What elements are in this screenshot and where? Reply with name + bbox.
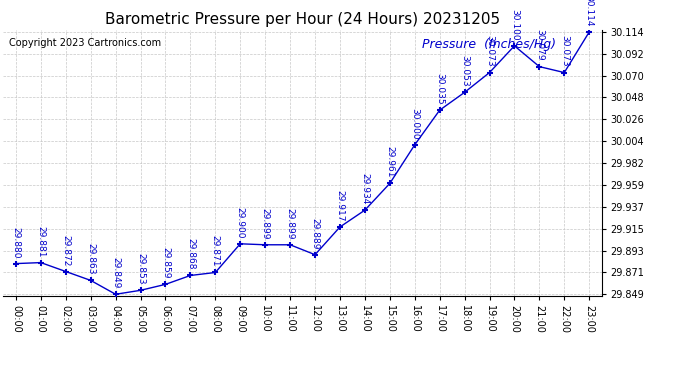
- Text: 29.934: 29.934: [360, 173, 369, 205]
- Text: 29.871: 29.871: [211, 236, 220, 267]
- Text: 30.079: 30.079: [535, 30, 544, 61]
- Text: 29.900: 29.900: [236, 207, 245, 238]
- Text: 29.863: 29.863: [86, 243, 95, 275]
- Text: 30.100: 30.100: [510, 9, 519, 40]
- Text: 29.899: 29.899: [286, 208, 295, 239]
- Text: Copyright 2023 Cartronics.com: Copyright 2023 Cartronics.com: [10, 38, 161, 48]
- Text: 29.880: 29.880: [12, 226, 21, 258]
- Text: 29.849: 29.849: [111, 257, 120, 289]
- Title: Barometric Pressure per Hour (24 Hours) 20231205: Barometric Pressure per Hour (24 Hours) …: [105, 12, 500, 27]
- Text: 30.073: 30.073: [485, 35, 494, 67]
- Text: 29.881: 29.881: [37, 225, 46, 257]
- Text: 29.961: 29.961: [385, 146, 394, 178]
- Text: 30.035: 30.035: [435, 73, 444, 105]
- Text: 29.872: 29.872: [61, 235, 70, 266]
- Text: 29.899: 29.899: [261, 208, 270, 239]
- Text: 29.868: 29.868: [186, 238, 195, 270]
- Text: 29.917: 29.917: [335, 190, 344, 221]
- Text: Pressure  (Inches/Hg): Pressure (Inches/Hg): [422, 38, 556, 51]
- Text: 30.073: 30.073: [560, 35, 569, 67]
- Text: 29.889: 29.889: [310, 217, 319, 249]
- Text: 30.114: 30.114: [584, 0, 593, 26]
- Text: 30.000: 30.000: [411, 108, 420, 139]
- Text: 29.853: 29.853: [136, 253, 145, 285]
- Text: 29.859: 29.859: [161, 248, 170, 279]
- Text: 30.053: 30.053: [460, 55, 469, 87]
